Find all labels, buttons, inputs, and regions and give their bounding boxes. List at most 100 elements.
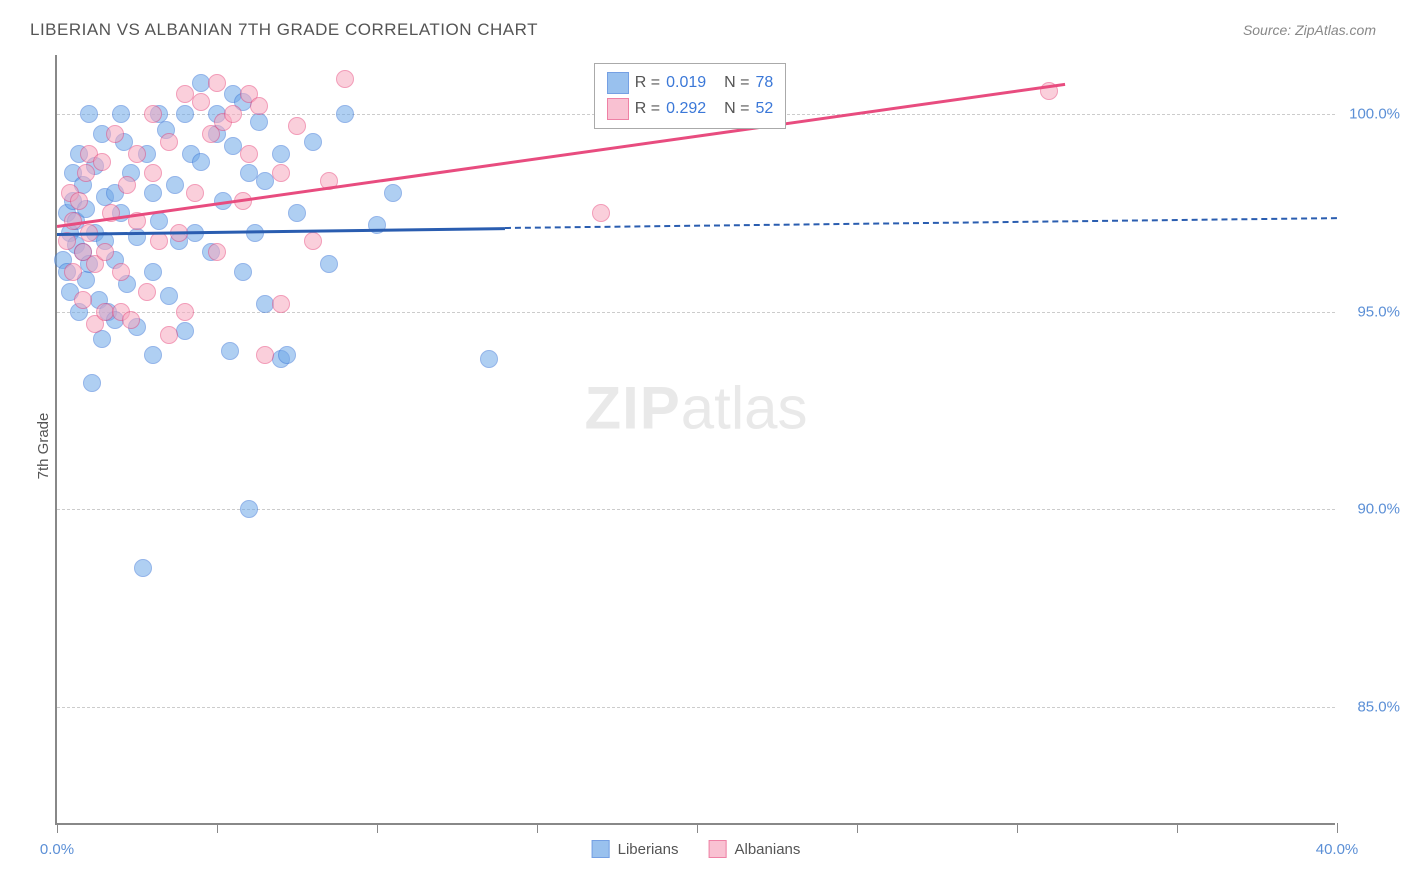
chart-title: LIBERIAN VS ALBANIAN 7TH GRADE CORRELATI… [30,20,538,40]
legend-item: Albanians [708,840,800,858]
scatter-point [144,105,162,123]
legend-swatch [607,72,629,94]
scatter-point [336,70,354,88]
scatter-point [240,145,258,163]
scatter-point [336,105,354,123]
scatter-point [144,263,162,281]
scatter-point [480,350,498,368]
scatter-point [160,326,178,344]
scatter-point [112,105,130,123]
legend-swatch [592,840,610,858]
scatter-point [288,117,306,135]
scatter-point [134,559,152,577]
y-axis-label: 7th Grade [35,413,52,480]
x-tick [57,823,58,833]
x-tick-label: 0.0% [40,841,74,858]
legend-swatch [708,840,726,858]
scatter-point [144,164,162,182]
scatter-point [208,243,226,261]
watermark: ZIPatlas [584,374,807,443]
legend-r-label: R = [635,96,660,122]
x-tick [697,823,698,833]
scatter-point [320,255,338,273]
regression-line [57,227,505,235]
scatter-point [176,105,194,123]
scatter-point [272,164,290,182]
legend-row: R = 0.019 N = 78 [607,70,774,96]
scatter-point [250,113,268,131]
legend-series-name: Albanians [734,841,800,858]
scatter-point [250,97,268,115]
x-tick [537,823,538,833]
scatter-point [288,204,306,222]
legend-n-label: N = [724,70,749,96]
source-label: Source: ZipAtlas.com [1243,22,1376,38]
x-tick [217,823,218,833]
watermark-bold: ZIP [584,375,680,442]
legend-swatch [607,98,629,120]
scatter-point [106,125,124,143]
scatter-point [128,228,146,246]
legend-correlation: R = 0.019 N = 78 R = 0.292 N = 52 [594,63,787,129]
legend-n-value: 52 [755,96,773,122]
scatter-point [150,232,168,250]
scatter-point [83,374,101,392]
x-tick [1017,823,1018,833]
legend-item: Liberians [592,840,679,858]
scatter-point [224,105,242,123]
scatter-point [150,212,168,230]
scatter-point [160,287,178,305]
scatter-point [192,153,210,171]
scatter-point [74,291,92,309]
scatter-point [128,145,146,163]
scatter-point [278,346,296,364]
scatter-point [166,176,184,194]
scatter-point [272,295,290,313]
watermark-light: atlas [681,375,808,442]
scatter-point [70,192,88,210]
scatter-point [176,303,194,321]
scatter-point [384,184,402,202]
x-tick [1337,823,1338,833]
scatter-point [192,93,210,111]
scatter-point [144,346,162,364]
legend-r-label: R = [635,70,660,96]
scatter-point [304,232,322,250]
scatter-point [93,330,111,348]
scatter-point [96,243,114,261]
legend-r-value: 0.292 [666,96,706,122]
scatter-point [186,184,204,202]
y-tick-label: 100.0% [1349,106,1400,123]
y-tick-label: 90.0% [1357,501,1400,518]
scatter-point [77,164,95,182]
legend-r-value: 0.019 [666,70,706,96]
scatter-point [112,263,130,281]
x-tick [857,823,858,833]
legend-series: Liberians Albanians [592,840,801,858]
x-tick [1177,823,1178,833]
scatter-point [118,176,136,194]
legend-n-value: 78 [755,70,773,96]
scatter-point [80,105,98,123]
legend-row: R = 0.292 N = 52 [607,96,774,122]
x-tick-label: 40.0% [1316,841,1359,858]
scatter-point [240,500,258,518]
scatter-point [144,184,162,202]
plot-area: ZIPatlas 85.0%90.0%95.0%100.0%0.0%40.0%R… [55,55,1335,825]
scatter-point [234,263,252,281]
legend-n-label: N = [724,96,749,122]
y-tick-label: 95.0% [1357,303,1400,320]
scatter-point [64,263,82,281]
scatter-point [122,311,140,329]
legend-series-name: Liberians [618,841,679,858]
scatter-point [592,204,610,222]
scatter-point [256,346,274,364]
scatter-point [304,133,322,151]
scatter-point [160,133,178,151]
scatter-point [138,283,156,301]
scatter-point [93,153,111,171]
y-gridline [57,707,1335,708]
y-tick-label: 85.0% [1357,698,1400,715]
scatter-point [176,322,194,340]
scatter-point [221,342,239,360]
